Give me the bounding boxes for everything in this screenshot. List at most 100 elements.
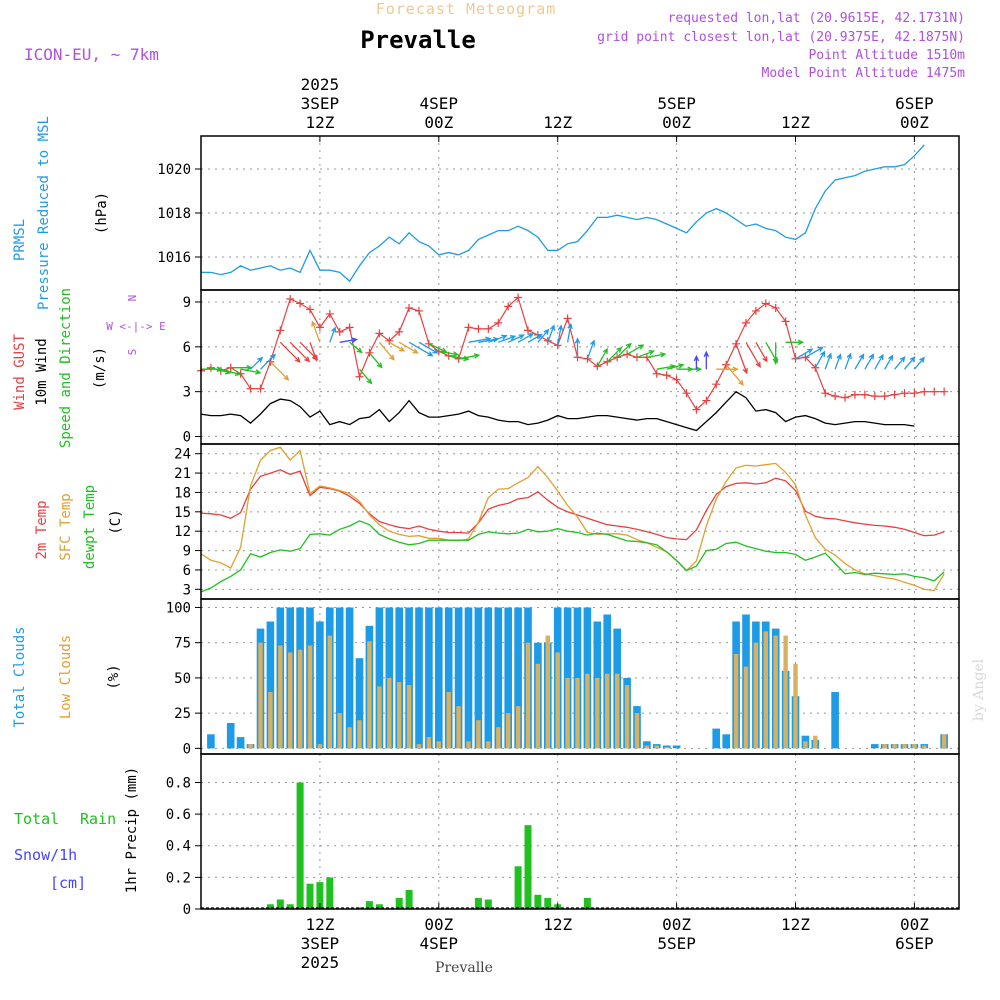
wind-gust-marker xyxy=(315,323,324,332)
wind-direction-arrow xyxy=(279,341,301,363)
wind-direction-arrow xyxy=(596,347,608,367)
top-time-label: 00Z xyxy=(424,113,453,132)
low-cloud-bar xyxy=(377,686,382,749)
low-cloud-bar xyxy=(624,685,630,749)
low-cloud-bar xyxy=(317,744,323,749)
top-time-label: 5SEP xyxy=(657,94,696,113)
bottom-time-label: 6SEP xyxy=(895,934,934,953)
point-altitude: Point Altitude 1510m xyxy=(808,48,965,63)
rain-bar xyxy=(356,907,363,909)
low-cloud-bar xyxy=(446,692,451,749)
compass-south: S xyxy=(126,349,139,356)
top-time-label: 00Z xyxy=(900,113,929,132)
wind-gust-marker xyxy=(405,303,414,312)
wind-direction-arrow xyxy=(894,356,906,370)
wind-direction-arrow xyxy=(656,364,677,370)
wind-direction-arrow xyxy=(772,342,779,365)
low-cloud-bar xyxy=(496,727,501,749)
rain-bar xyxy=(306,883,314,909)
low-cloud-bar xyxy=(456,706,461,749)
wind-gust-marker xyxy=(692,405,701,414)
panel-frame xyxy=(200,753,960,910)
total-cloud-bar xyxy=(395,607,403,749)
total-cloud-bar xyxy=(236,737,245,749)
wind-direction-arrow xyxy=(636,350,656,358)
rain-bar xyxy=(395,897,403,909)
low-cloud-bar xyxy=(416,744,422,749)
wind-gust-marker xyxy=(811,363,820,372)
low-cloud-bar xyxy=(793,663,798,749)
bottom-time-label: 2025 xyxy=(301,953,340,972)
total-cloud-bar xyxy=(712,728,720,749)
temp-panel-labels: 2m Temp SFC Temp dewpt Temp (C) xyxy=(34,485,124,569)
precip-label-unit: 1hr Precip (mm) xyxy=(124,767,140,893)
temp-2m-line xyxy=(200,469,945,541)
low-cloud-bar xyxy=(347,727,352,749)
wind-gust-marker xyxy=(395,327,404,336)
wind-direction-arrow xyxy=(586,339,596,360)
low-cloud-bar xyxy=(912,744,917,749)
wind-direction-arrow xyxy=(616,342,632,358)
wind-direction-arrow xyxy=(745,341,761,369)
wind-direction-arrow xyxy=(329,326,337,343)
super-title: Forecast Meteogram xyxy=(376,0,557,18)
wind-direction-arrow xyxy=(388,341,406,352)
wind-direction-arrow xyxy=(517,333,535,343)
total-cloud-bar xyxy=(514,607,522,749)
low-cloud-bar xyxy=(387,677,392,749)
wind-direction-arrow xyxy=(289,341,311,363)
low-cloud-bar xyxy=(892,744,897,749)
bottom-time-label: 4SEP xyxy=(420,934,459,953)
model-altitude: Model Point Altitude 1475m xyxy=(762,66,966,81)
pressure-label-msl: Pressure Reduced to MSL xyxy=(36,116,52,310)
low-cloud-bar xyxy=(278,645,283,749)
precip-label-cm: [cm] xyxy=(50,874,86,892)
wind-gust-marker xyxy=(276,326,285,335)
cloud-label-unit: (%) xyxy=(106,664,122,689)
wind-direction-arrow xyxy=(693,354,700,370)
location-title: Prevalle xyxy=(360,26,476,54)
total-cloud-bar xyxy=(425,607,433,749)
bottom-time-label: 12Z xyxy=(781,915,810,934)
wind-gust-marker xyxy=(305,305,314,314)
wind-direction-arrow xyxy=(359,368,373,385)
wind-direction-arrow xyxy=(438,350,460,357)
ytick-label: 3 xyxy=(183,582,191,598)
wind-label-unit: (m/s) xyxy=(92,347,108,389)
compass-north: N xyxy=(126,295,139,302)
total-cloud-bar xyxy=(266,621,275,749)
top-time-label: 00Z xyxy=(662,113,691,132)
wind-panel-labels: Wind GUST 10m Wind Speed and Direction (… xyxy=(12,288,166,448)
low-cloud-bar xyxy=(515,706,521,749)
wind-direction-arrow xyxy=(557,324,564,346)
wind-gust-marker xyxy=(613,353,622,362)
bottom-time-label: 00Z xyxy=(424,915,453,934)
low-cloud-bar xyxy=(615,673,620,749)
wind-direction-arrow xyxy=(814,350,826,369)
low-cloud-bar xyxy=(743,666,749,749)
cloud-label-total: Total Clouds xyxy=(12,626,28,727)
ytick-label: 0 xyxy=(183,430,191,446)
rain-bar xyxy=(326,877,334,909)
top-time-label: 4SEP xyxy=(420,94,459,113)
wind-gust-marker xyxy=(504,302,513,311)
total-cloud-bar xyxy=(474,607,483,749)
total-cloud-bar xyxy=(345,607,354,749)
wind-gust-marker xyxy=(900,389,909,398)
ytick-label: 0.6 xyxy=(166,807,191,823)
low-cloud-bar xyxy=(664,747,669,749)
wind-direction-arrow xyxy=(574,337,581,358)
wind-gust-marker xyxy=(821,389,830,398)
wind-gust-marker xyxy=(771,303,780,312)
bottom-time-label: 00Z xyxy=(662,915,691,934)
low-cloud-bar xyxy=(406,685,412,749)
wind-direction-arrow xyxy=(250,356,264,370)
wind-gust-marker xyxy=(930,387,939,396)
credit-watermark: by Angel xyxy=(971,658,987,721)
low-cloud-bar xyxy=(654,745,659,749)
low-cloud-bar xyxy=(466,741,471,749)
temp-label-unit: (C) xyxy=(108,509,124,534)
wind-gust-marker xyxy=(910,389,919,398)
pressure-line xyxy=(201,144,925,283)
temp-label-dewpt: dewpt Temp xyxy=(82,485,98,569)
